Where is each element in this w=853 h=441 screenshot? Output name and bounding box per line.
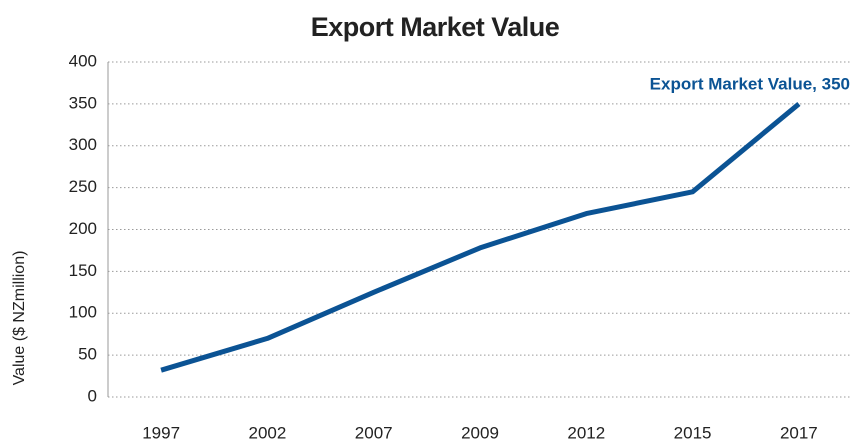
y-axis-label: Value ($ NZmillion) — [11, 251, 28, 386]
y-tick-label: 350 — [69, 93, 97, 112]
x-tick-label: 2012 — [567, 423, 605, 441]
x-tick-label: 2017 — [780, 423, 818, 441]
x-tick-label: 2009 — [461, 423, 499, 441]
data-line — [160, 101, 801, 373]
annotation: Export Market Value, 350 — [650, 74, 850, 93]
y-tick-label: 150 — [69, 261, 97, 280]
x-tick-label: 1997 — [142, 423, 180, 441]
y-tick-label: 400 — [69, 51, 97, 70]
x-tick-label: 2007 — [355, 423, 393, 441]
y-tick-label: 300 — [69, 135, 97, 154]
y-tick-label: 0 — [88, 386, 97, 405]
y-tick-label: 250 — [69, 177, 97, 196]
y-tick-label: 100 — [69, 303, 97, 322]
chart-title: Export Market Value — [311, 12, 560, 42]
x-tick-label: 2002 — [249, 423, 287, 441]
x-tick-label: 2015 — [674, 423, 712, 441]
y-tick-label: 200 — [69, 219, 97, 238]
y-tick-label: 50 — [78, 345, 97, 364]
